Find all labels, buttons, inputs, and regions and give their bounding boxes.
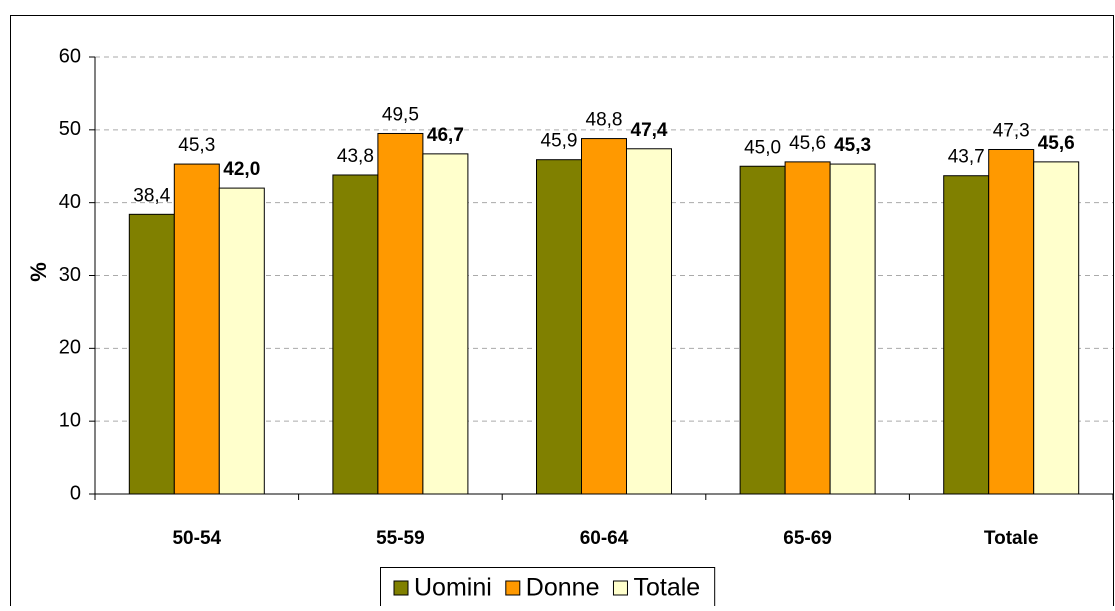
bar <box>422 153 469 495</box>
value-label: 45,3 <box>178 135 215 156</box>
bar <box>943 175 990 495</box>
value-label: 47,3 <box>993 121 1030 142</box>
value-label: 43,8 <box>337 146 374 167</box>
bar <box>626 148 672 495</box>
legend-label: Donne <box>526 574 600 602</box>
bar <box>829 163 876 495</box>
legend-swatch <box>612 580 628 596</box>
y-tick-label: 0 <box>70 482 81 504</box>
bar <box>536 159 582 495</box>
value-label: 46,7 <box>427 125 464 146</box>
value-label: 45,6 <box>789 133 826 154</box>
y-tick-label: 30 <box>59 264 81 286</box>
bar <box>332 174 379 495</box>
bar <box>128 213 175 495</box>
y-tick-label: 10 <box>59 409 81 431</box>
legend-label: Totale <box>633 574 700 602</box>
x-tick-label: Totale <box>984 528 1039 549</box>
legend-swatch <box>393 580 409 596</box>
y-tick-label: 50 <box>59 118 81 140</box>
y-tick-label: 20 <box>59 337 81 359</box>
bar <box>218 187 265 495</box>
value-label: 47,4 <box>631 120 668 141</box>
x-tick-label: 55-59 <box>376 528 425 549</box>
legend: Uomini Donne Totale <box>380 567 716 611</box>
bar <box>988 148 1035 495</box>
value-label: 45,6 <box>1038 133 1075 154</box>
x-tick-label: 50-54 <box>172 528 221 549</box>
value-label: 38,4 <box>133 185 170 206</box>
legend-swatch <box>505 580 521 596</box>
x-tick-label: 60-64 <box>580 528 629 549</box>
y-axis-label: % <box>26 262 51 282</box>
value-label: 42,0 <box>223 159 260 180</box>
legend-label: Uomini <box>414 574 492 602</box>
value-label: 45,9 <box>541 131 578 152</box>
y-tick-label: 40 <box>59 191 81 213</box>
bar <box>173 163 220 495</box>
legend-box <box>380 567 716 611</box>
bar <box>581 138 627 495</box>
value-label: 43,7 <box>948 147 985 168</box>
value-label: 45,0 <box>744 137 781 158</box>
value-label: 48,8 <box>586 110 623 131</box>
y-tick-label: 60 <box>59 45 81 67</box>
bar <box>377 132 424 495</box>
bar <box>739 165 786 495</box>
value-label: 45,3 <box>834 135 871 156</box>
value-label: 49,5 <box>382 104 419 125</box>
x-tick-label: 65-69 <box>783 528 832 549</box>
bar <box>1033 161 1080 495</box>
bar <box>784 161 831 495</box>
